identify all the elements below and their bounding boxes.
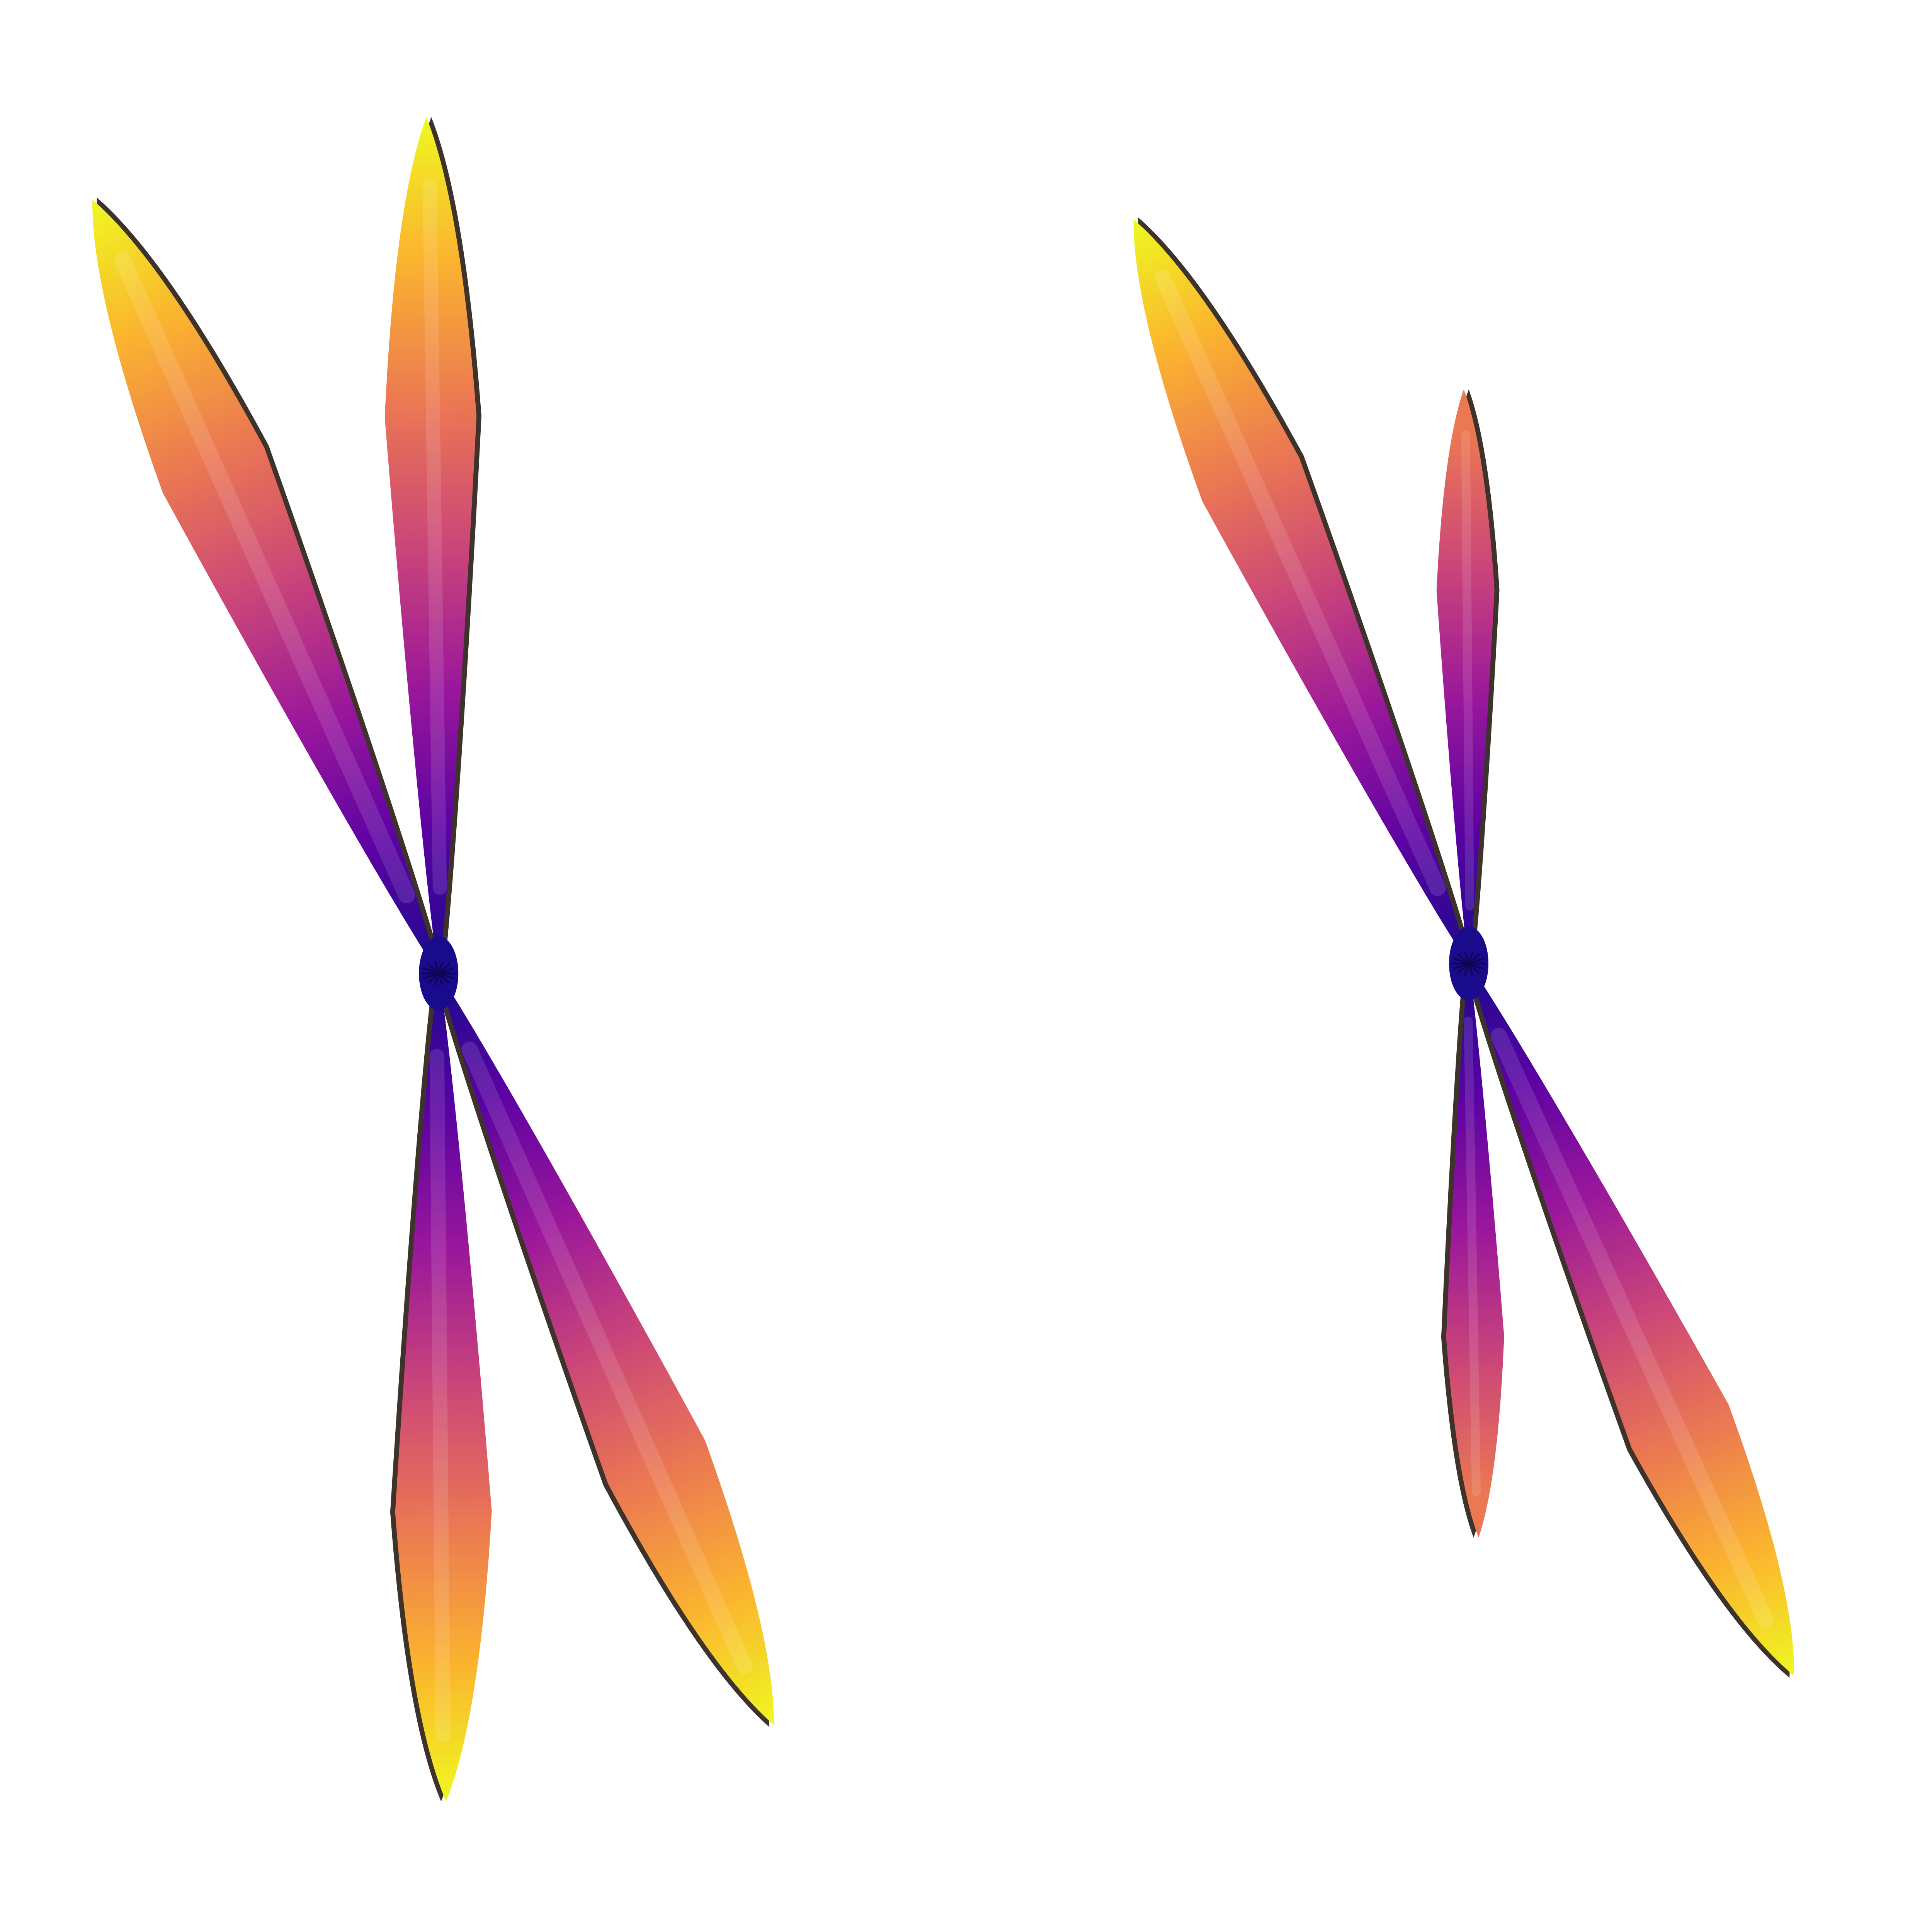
lower-left-lobe-highlight — [429, 1049, 451, 1743]
glyph-center-spike — [423, 967, 439, 975]
upper-right-lobe-highlight — [422, 178, 447, 895]
glyph-center-spike — [1468, 963, 1480, 974]
upper-right-lobe-highlight — [1461, 431, 1475, 911]
glyph-center-spike — [1453, 957, 1469, 964]
upper-right-lobe — [384, 117, 477, 974]
lower-left-lobe — [395, 973, 492, 1801]
lower-right-lobe-highlight — [1490, 1027, 1774, 1628]
glyph-center-spike — [1464, 963, 1470, 976]
upper-left-lobe-highlight — [1155, 269, 1446, 896]
glyph-center-spike — [434, 973, 440, 986]
lower-left-lobe — [1446, 963, 1504, 1538]
glyph-center-spike — [434, 961, 440, 974]
upper-left-lobe — [1133, 219, 1469, 964]
glyph-center-spike — [1468, 957, 1485, 964]
glyph-center-spike — [1457, 963, 1469, 974]
glyph-center-spike — [438, 967, 455, 975]
glyph-center-spike — [427, 973, 439, 984]
glyph-center-spike — [438, 963, 450, 974]
glyph-center-spike — [438, 973, 450, 984]
glyph-center-spike — [438, 973, 444, 986]
glyph-center-spike — [438, 961, 444, 974]
upper-left-lobe-highlight — [114, 252, 415, 903]
glyph-center-spike — [1457, 953, 1469, 964]
right-glyph — [1133, 217, 1794, 1678]
lower-right-lobe — [439, 973, 774, 1725]
glyph-center-spike — [427, 963, 439, 974]
glyph-center-spike — [1453, 963, 1469, 970]
glyph-center-spike — [1468, 951, 1474, 964]
upper-right-lobe — [1436, 389, 1495, 964]
left-glyph — [92, 117, 774, 1802]
glyph-center-spike — [423, 973, 439, 980]
glyph-center-spike — [438, 973, 455, 980]
glyph-center-spike — [1468, 963, 1474, 976]
upper-left-lobe — [92, 199, 439, 974]
glyph-center-spike — [1468, 963, 1485, 970]
glyph-layer — [92, 117, 1794, 1802]
glyph-center-spike — [1468, 953, 1480, 964]
lower-right-lobe — [1469, 963, 1794, 1676]
glyph-center-spike — [1464, 951, 1470, 964]
lower-left-lobe-highlight — [1464, 1016, 1481, 1497]
lower-right-lobe-highlight — [461, 1041, 753, 1674]
